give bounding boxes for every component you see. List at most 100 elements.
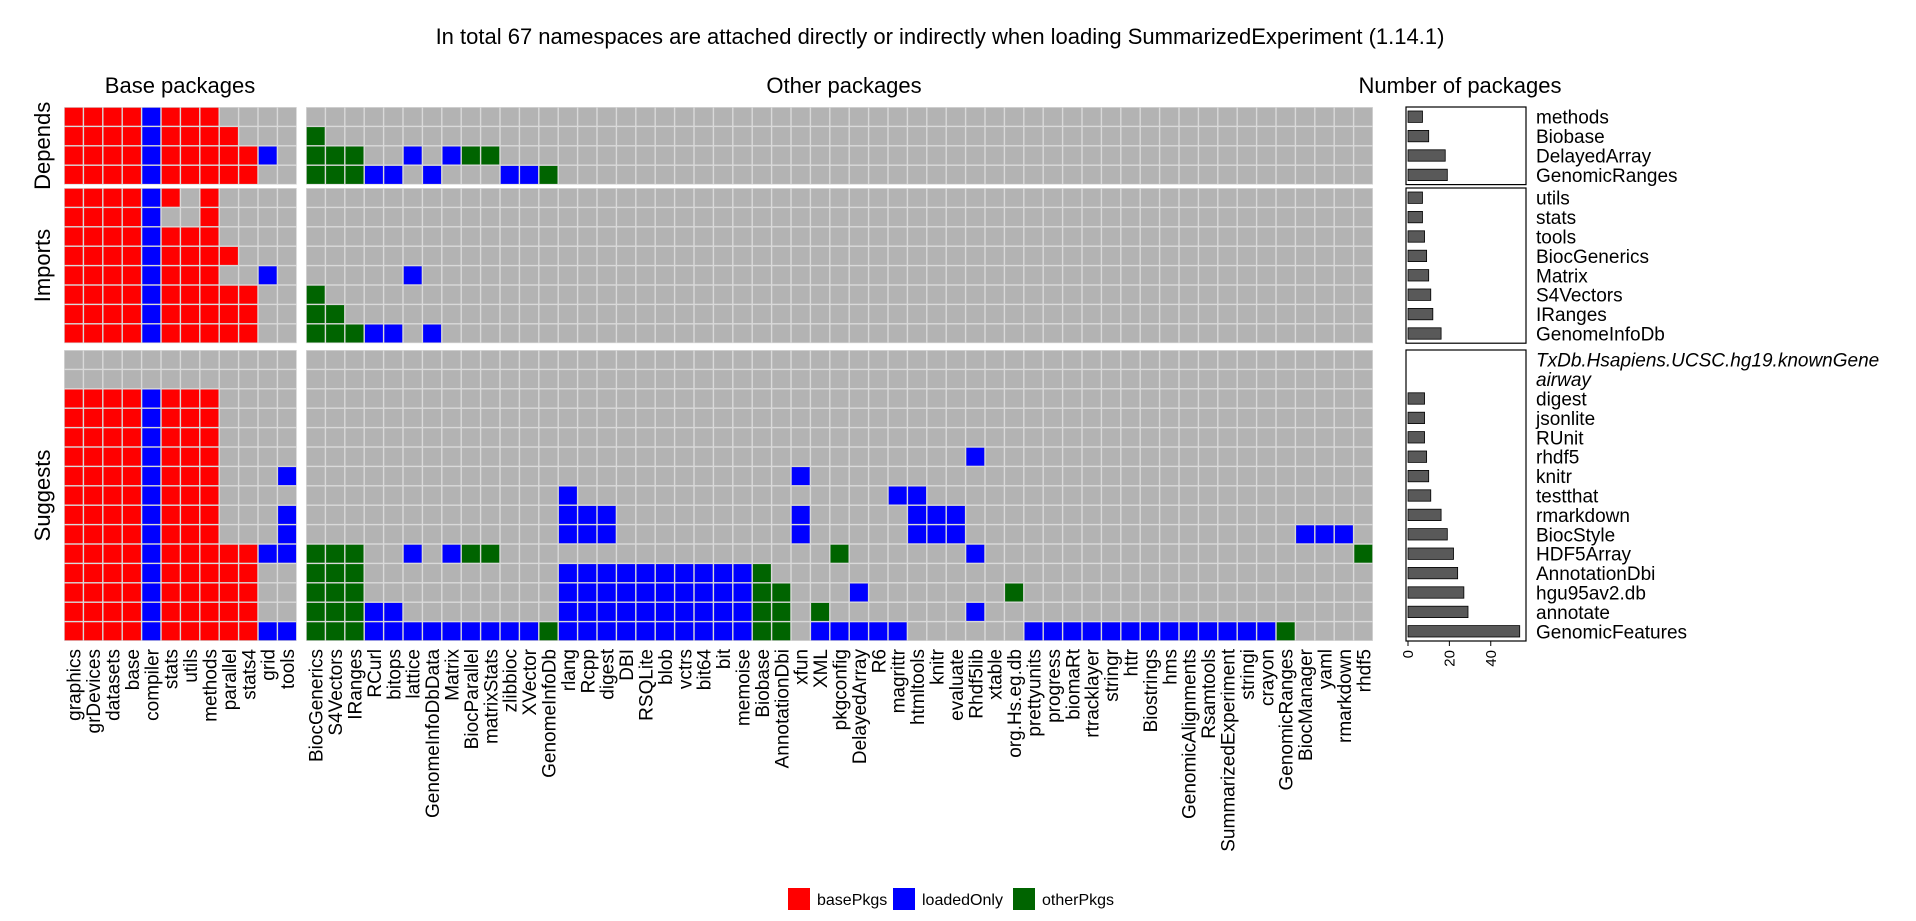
heat-cell [830,447,849,466]
heat-cell [597,564,616,583]
heat-cell [403,285,422,304]
heat-cell [1140,544,1159,563]
heat-cell [306,324,325,343]
heat-cell [772,467,791,486]
heat-cell [258,188,277,207]
heat-cell [1043,146,1062,165]
heat-cell [772,544,791,563]
heat-cell [694,127,713,146]
heat-cell [694,285,713,304]
heat-cell [423,525,442,544]
heat-cell [597,227,616,246]
heat-cell [1024,583,1043,602]
heat-cell [1296,350,1315,369]
heat-cell [1005,602,1024,621]
heat-cell [461,324,480,343]
heat-cell [1082,602,1101,621]
heat-cell [714,305,733,324]
heat-cell [791,208,810,227]
heat-cell [1276,583,1295,602]
heat-cell [578,370,597,389]
heat-cell [946,602,965,621]
heat-cell [714,505,733,524]
heat-cell [1063,165,1082,184]
heat-cell [364,447,383,466]
heat-cell [384,486,403,505]
count-bar [1407,129,1430,143]
heat-cell [461,622,480,641]
heat-cell [384,107,403,126]
heat-cell [811,564,830,583]
heat-cell [636,146,655,165]
heat-cell [258,583,277,602]
heat-cell [869,467,888,486]
column-label: BiocParallel [462,649,483,749]
heat-cell [1102,428,1121,447]
heat-cell [122,622,141,641]
heat-cell [946,246,965,265]
heat-cell [142,127,161,146]
heat-cell [888,305,907,324]
heat-cell [161,350,180,369]
heat-cell [384,467,403,486]
heat-cell [181,389,200,408]
heat-cell [1160,188,1179,207]
column-label: grDevices [84,649,105,733]
heat-cell [1276,208,1295,227]
heat-cell [442,350,461,369]
heat-cell [103,505,122,524]
heat-cell [1257,602,1276,621]
heat-cell [578,227,597,246]
heat-cell [142,208,161,227]
heat-cell [694,583,713,602]
heat-cell [1024,165,1043,184]
heat-cell [1102,389,1121,408]
heat-cell [1024,246,1043,265]
heat-cell [1102,305,1121,324]
heat-cell [1296,305,1315,324]
heat-cell [1257,227,1276,246]
heat-cell [1043,324,1062,343]
heat-cell [258,505,277,524]
heat-cell [772,266,791,285]
heat-cell [888,389,907,408]
heat-cell [617,208,636,227]
heat-cell [675,305,694,324]
heat-cell [219,246,238,265]
heat-cell [908,622,927,641]
heat-cell [1354,428,1373,447]
heat-cell [985,389,1004,408]
heat-cell [364,305,383,324]
heat-cell [1354,486,1373,505]
column-label: parallel [220,649,241,710]
heat-cell [888,350,907,369]
heat-cell [403,564,422,583]
heat-cell [1160,447,1179,466]
heat-cell [442,602,461,621]
heat-cell [1082,525,1101,544]
heat-cell [1063,370,1082,389]
heat-cell [946,165,965,184]
heat-cell [520,428,539,447]
heat-cell [1121,622,1140,641]
heat-cell [278,467,297,486]
heat-cell [84,246,103,265]
heat-cell [1354,564,1373,583]
heat-cell [239,350,258,369]
heat-cell [966,246,985,265]
heat-cell [200,408,219,427]
heat-cell [1199,165,1218,184]
heat-cell [364,525,383,544]
heat-cell [103,622,122,641]
row-label: Matrix [1536,266,1588,287]
heat-cell [849,350,868,369]
heat-cell [888,370,907,389]
heat-cell [539,602,558,621]
heat-cell [142,389,161,408]
heat-cell [364,544,383,563]
heat-cell [927,370,946,389]
heat-cell [403,305,422,324]
heat-cell [1218,505,1237,524]
heat-cell [985,602,1004,621]
heat-cell [200,622,219,641]
